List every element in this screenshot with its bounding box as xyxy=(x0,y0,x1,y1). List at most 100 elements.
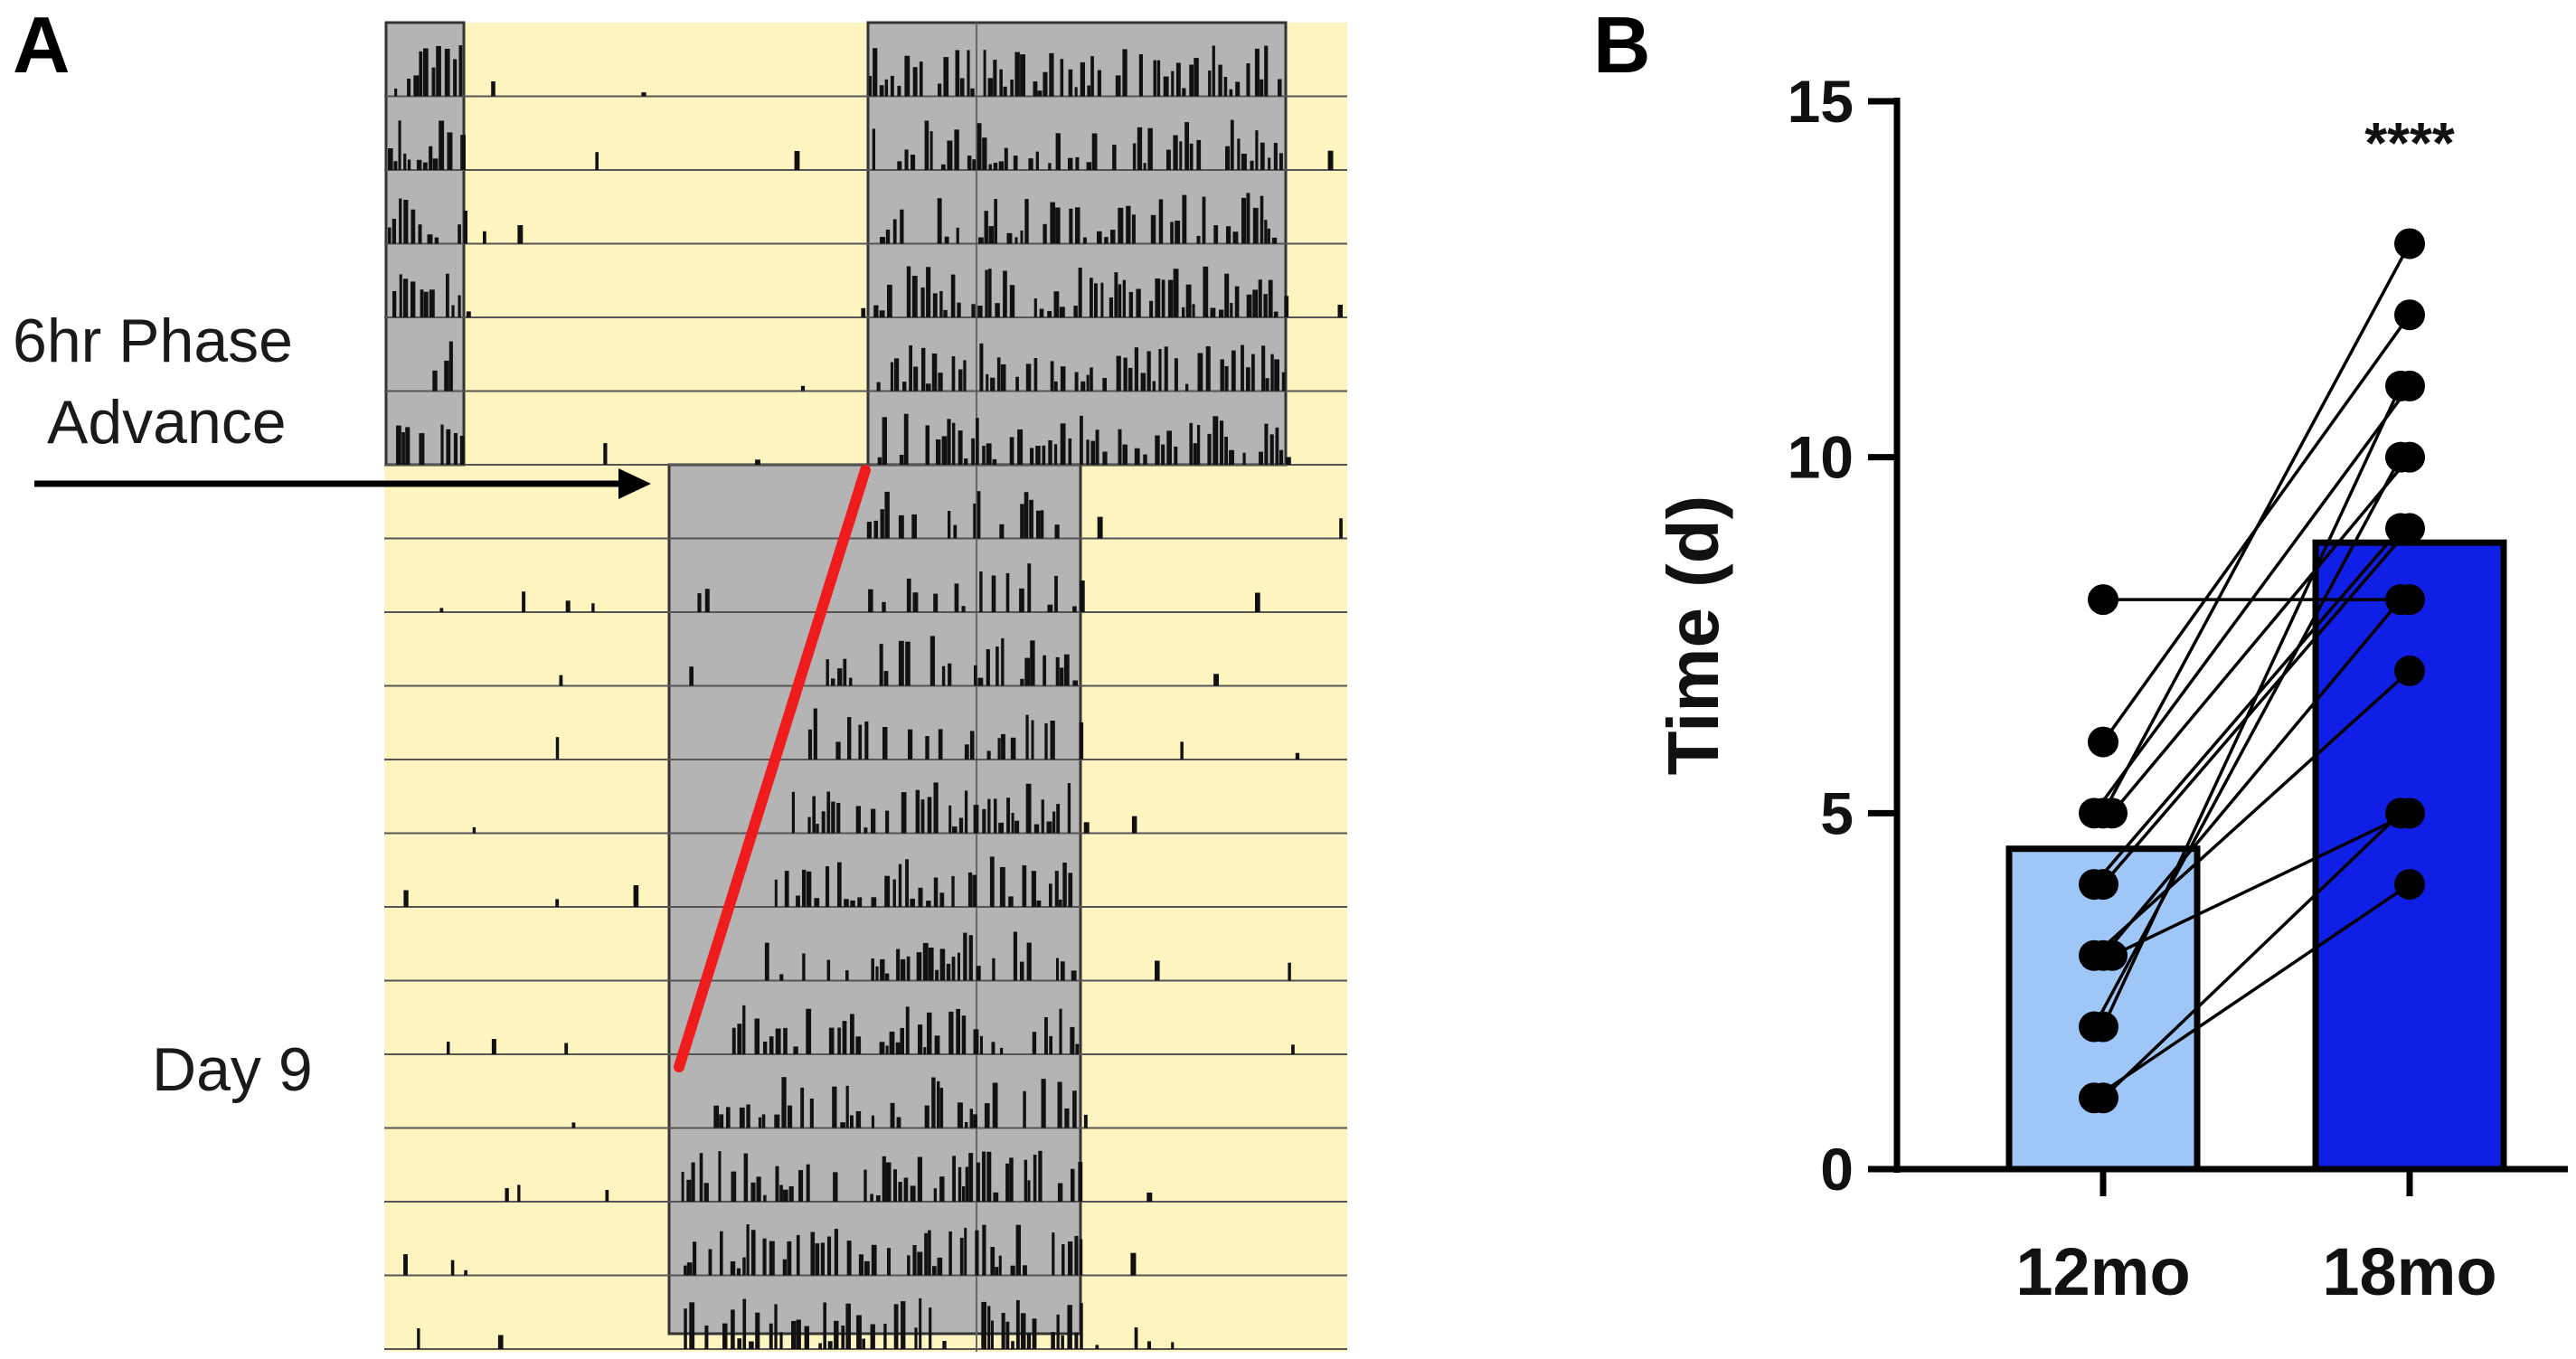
activity-bout xyxy=(897,161,902,170)
activity-bout xyxy=(1013,156,1018,170)
activity-bout xyxy=(1137,127,1143,170)
activity-bout xyxy=(855,806,861,834)
activity-bout xyxy=(446,429,451,465)
activity-bout xyxy=(917,1156,922,1202)
activity-bout xyxy=(911,276,918,317)
activity-bout xyxy=(782,1259,787,1276)
activity-bout xyxy=(1182,194,1187,244)
activity-bout xyxy=(870,1324,875,1349)
activity-bout xyxy=(1210,307,1216,317)
activity-bout xyxy=(1033,1155,1037,1202)
activity-bout xyxy=(1024,657,1031,686)
activity-bout xyxy=(1208,71,1212,97)
activity-bout xyxy=(929,1307,932,1349)
activity-bout xyxy=(858,1254,863,1276)
activity-bout xyxy=(1067,783,1071,834)
activity-bout xyxy=(398,120,401,170)
activity-bout xyxy=(1143,163,1146,170)
activity-bout xyxy=(1269,434,1274,465)
activity-bout xyxy=(407,79,411,97)
activity-bout xyxy=(1054,524,1060,539)
activity-bout xyxy=(926,383,931,392)
activity-bout xyxy=(925,736,929,760)
activity-bout xyxy=(979,571,983,612)
activity-bout xyxy=(1083,822,1090,834)
activity-bout xyxy=(816,824,819,834)
activity-bout xyxy=(920,287,925,317)
pair-line xyxy=(2093,882,2411,1099)
activity-bout xyxy=(1100,282,1104,317)
activity-bout xyxy=(1041,799,1044,834)
activity-bout xyxy=(1005,572,1010,612)
activity-bout xyxy=(1025,714,1029,760)
activity-bout xyxy=(1078,1162,1083,1202)
activity-bout xyxy=(1189,64,1194,97)
activity-bout xyxy=(879,644,883,686)
activity-bout xyxy=(880,237,885,244)
activity-bout xyxy=(837,862,842,907)
activity-bout xyxy=(439,608,444,612)
activity-bout xyxy=(820,1242,825,1276)
activity-bout xyxy=(1097,70,1101,97)
activity-bout xyxy=(1062,1244,1065,1276)
activity-bout xyxy=(940,164,946,170)
activity-bout xyxy=(871,1115,874,1128)
activity-bout xyxy=(895,1042,901,1054)
activity-bout xyxy=(1173,269,1179,317)
activity-bout xyxy=(939,892,945,907)
activity-bout xyxy=(961,606,966,612)
activity-bout xyxy=(1242,452,1246,465)
activity-bout xyxy=(758,1117,762,1128)
activity-bout xyxy=(986,373,989,392)
activity-bout xyxy=(1235,81,1241,97)
activity-bout xyxy=(977,123,982,170)
activity-bout xyxy=(1094,283,1098,317)
activity-bout xyxy=(896,1117,901,1128)
activity-bout xyxy=(952,1156,956,1202)
activity-bout xyxy=(1164,346,1168,392)
activity-bout xyxy=(453,433,458,465)
activity-bout xyxy=(1143,454,1147,465)
activity-bout xyxy=(764,942,769,981)
activity-bout xyxy=(898,864,902,907)
activity-bout xyxy=(774,1114,780,1128)
activity-bout xyxy=(1265,378,1269,392)
activity-bout xyxy=(1027,1180,1031,1202)
activity-bout xyxy=(845,1085,849,1128)
activity-bout xyxy=(1086,162,1092,170)
activity-bout xyxy=(956,1008,960,1054)
activity-bout xyxy=(1060,366,1066,392)
activity-bout xyxy=(1207,433,1212,465)
activity-bout xyxy=(991,575,996,612)
actogram-panel: A 6hr Phase Advance Day 9 xyxy=(13,0,1347,1352)
activity-bout xyxy=(403,1254,408,1276)
activity-bout xyxy=(1182,307,1185,317)
activity-bout xyxy=(1046,821,1052,834)
activity-bout xyxy=(939,291,943,317)
activity-bout xyxy=(686,1262,693,1276)
activity-bout xyxy=(505,1188,509,1202)
activity-bout xyxy=(1203,266,1209,317)
activity-bout xyxy=(1067,1305,1072,1349)
activity-bout xyxy=(833,1172,838,1202)
activity-bout xyxy=(1134,1327,1138,1349)
activity-bout xyxy=(821,811,826,834)
activity-bout xyxy=(403,153,407,170)
activity-bout xyxy=(1252,289,1258,317)
activity-bout xyxy=(1023,1265,1027,1276)
activity-bout xyxy=(1234,286,1240,317)
activity-bout xyxy=(872,128,875,170)
activity-bout xyxy=(955,50,960,97)
activity-bout xyxy=(1260,79,1264,97)
activity-bout xyxy=(1185,284,1192,317)
activity-bout xyxy=(964,790,968,834)
activity-bout xyxy=(1060,961,1065,981)
activity-bout xyxy=(1068,438,1072,465)
activity-bout xyxy=(719,1114,724,1128)
activity-bout xyxy=(1058,899,1062,907)
activity-bout xyxy=(912,1245,917,1276)
activity-bout xyxy=(1025,783,1032,834)
activity-bout xyxy=(388,148,393,170)
activity-bout xyxy=(434,237,439,244)
